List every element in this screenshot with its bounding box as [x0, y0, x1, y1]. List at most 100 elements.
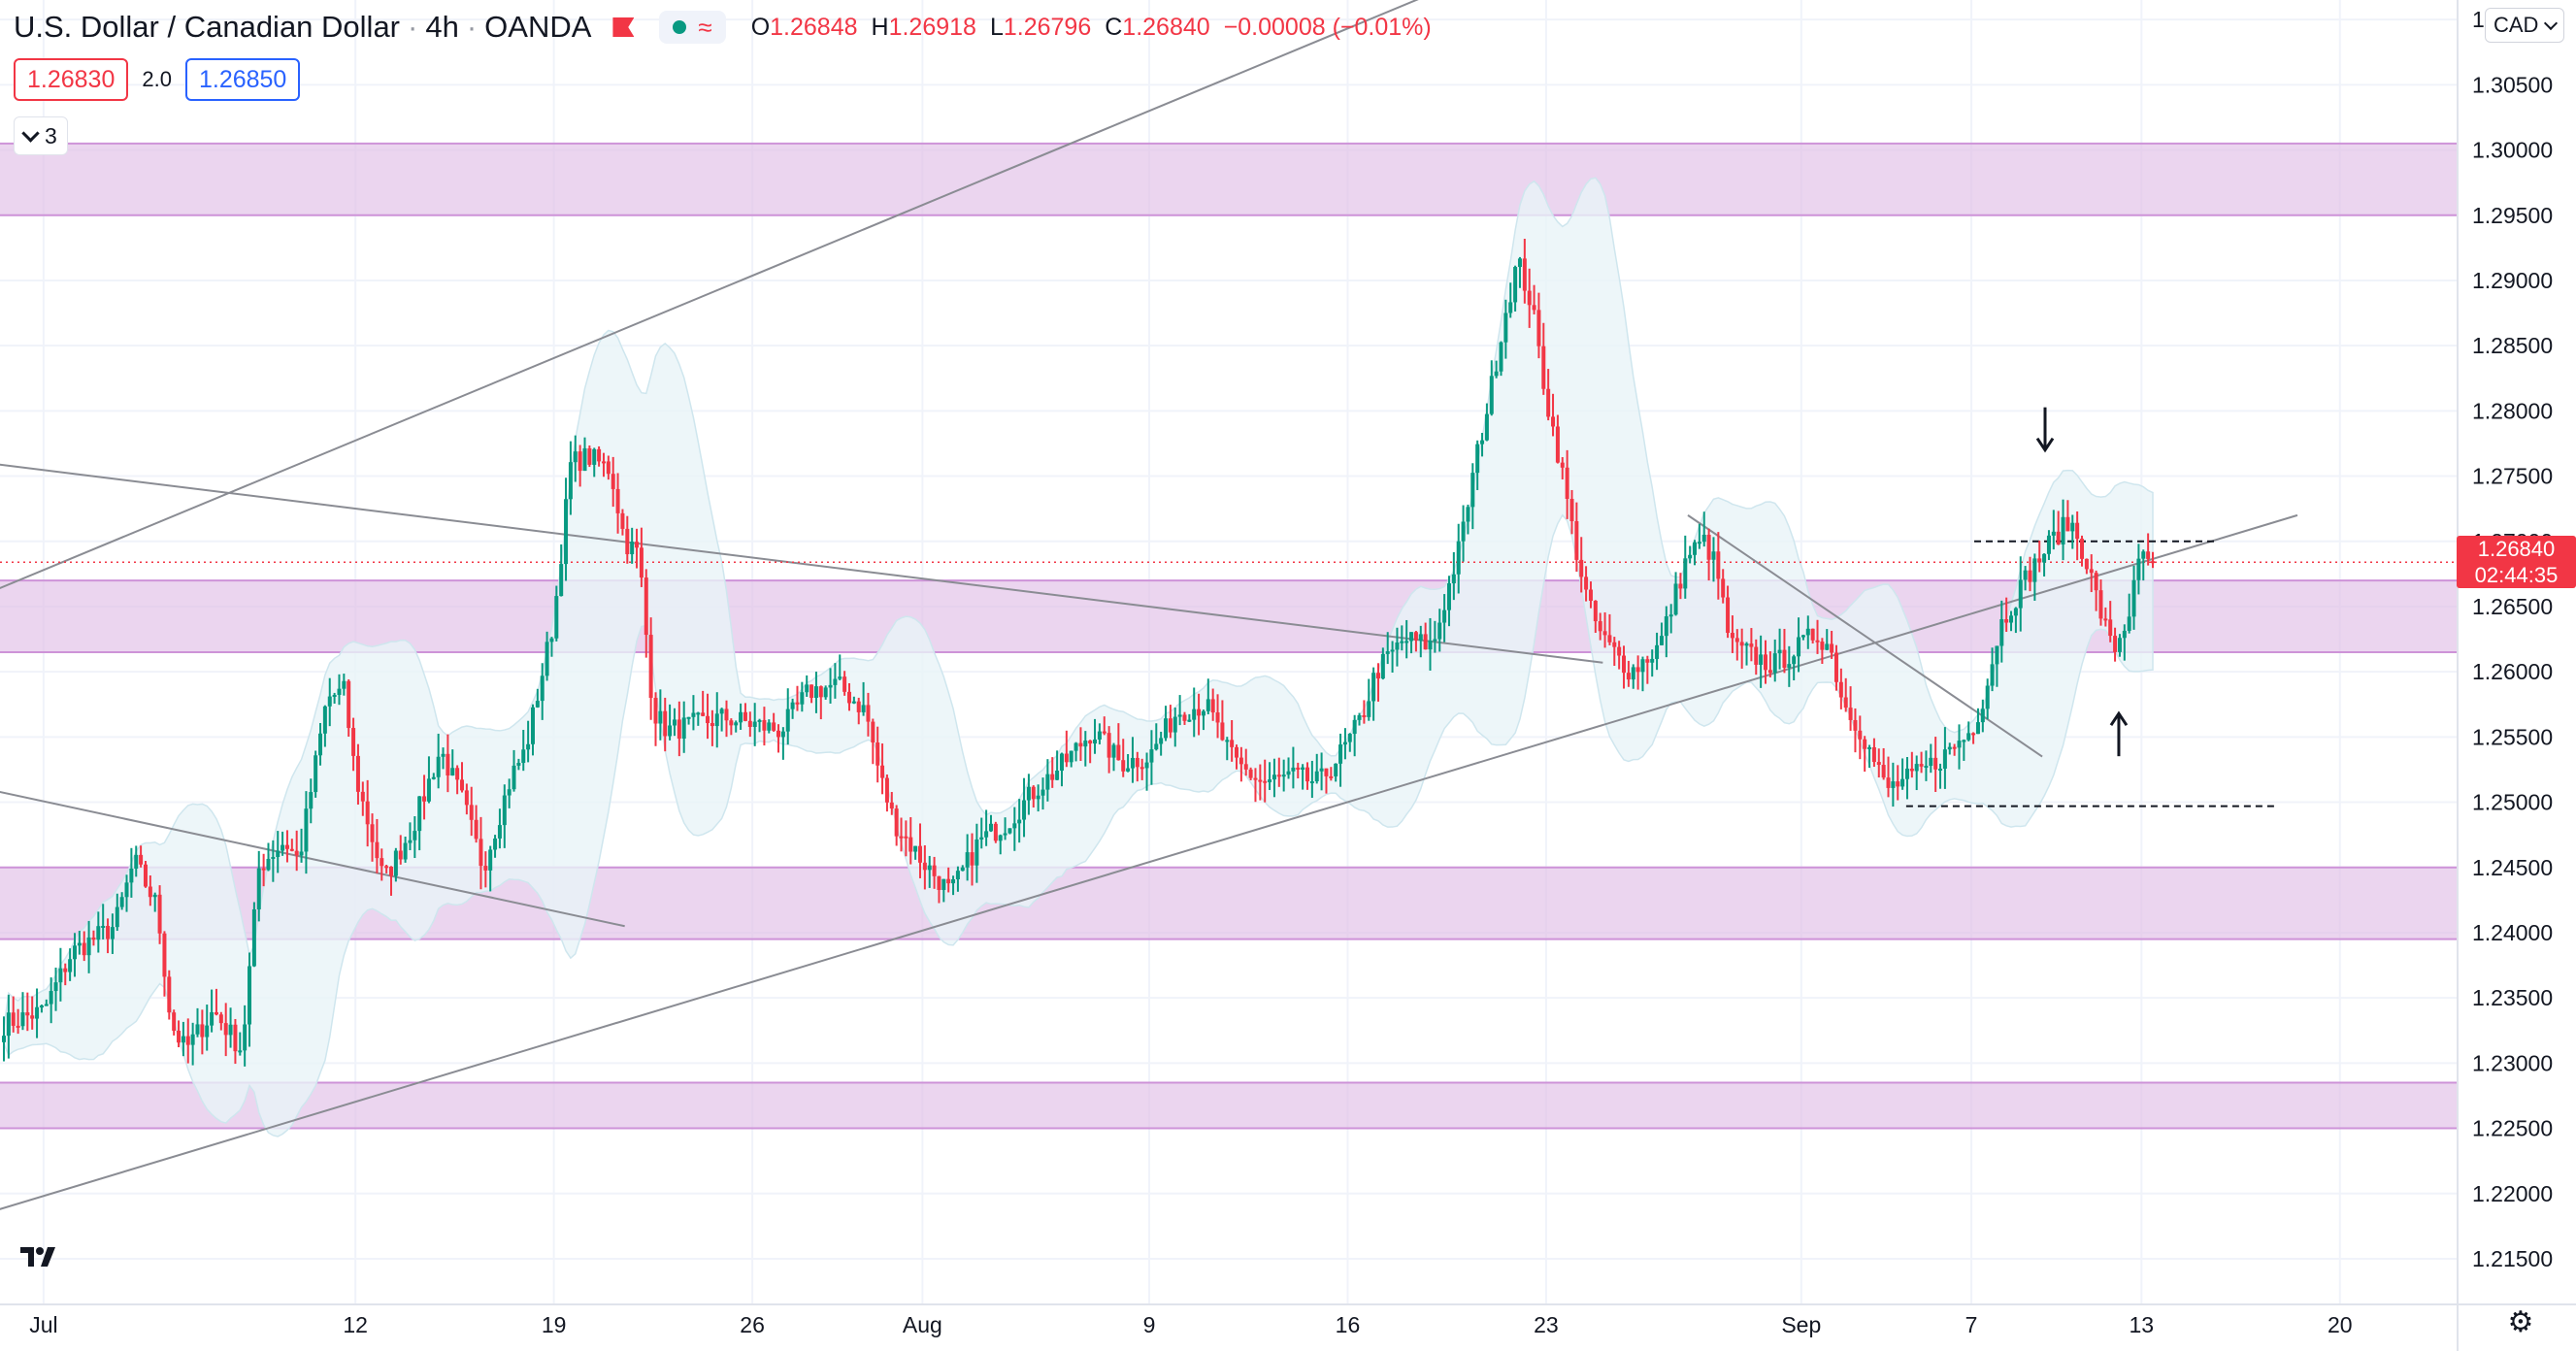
candle-body	[818, 686, 823, 698]
candle-body	[1215, 712, 1220, 723]
candle-body	[1536, 310, 1541, 346]
candle-body	[1144, 762, 1149, 769]
candle-body	[714, 713, 719, 727]
candle-body	[1418, 634, 1423, 641]
candle-body	[322, 706, 327, 734]
candle-body	[86, 937, 91, 956]
candle-body	[1546, 388, 1551, 417]
candle-body	[2122, 630, 2127, 639]
candle-body	[1555, 426, 1560, 463]
candle-body	[2075, 522, 2080, 540]
candle-body	[1197, 708, 1202, 716]
candle-body	[2051, 531, 2056, 536]
candle-body	[908, 837, 913, 852]
candle-body	[1380, 653, 1385, 679]
x-tick-label: 16	[1336, 1312, 1361, 1337]
candle-body	[2018, 579, 2023, 609]
candle-body	[1390, 649, 1395, 652]
candle-body	[1301, 767, 1305, 770]
candle-body	[1622, 655, 1627, 674]
candle-body	[2098, 590, 2103, 619]
x-tick-label: 13	[2130, 1312, 2155, 1337]
candle-body	[951, 879, 956, 884]
candle-body	[785, 708, 790, 732]
candle-body	[1139, 767, 1144, 770]
candle-body	[1484, 413, 1489, 441]
candle-body	[739, 711, 743, 723]
candle-body	[639, 547, 644, 578]
candle-body	[243, 1024, 248, 1051]
candle-body	[1276, 774, 1281, 777]
candle-body	[970, 852, 974, 866]
y-tick-label: 1.26500	[2472, 594, 2553, 619]
candle-body	[49, 991, 53, 1005]
candle-body	[469, 805, 474, 820]
candle-body	[261, 868, 266, 871]
candle-body	[1924, 766, 1929, 769]
buy-price-button[interactable]: 1.26850	[184, 58, 301, 101]
candle-body	[663, 710, 668, 737]
candle-body	[1612, 642, 1617, 647]
candle-body	[248, 966, 252, 1025]
candle-body	[1942, 749, 1947, 769]
candle-body	[1792, 656, 1797, 665]
candle-body	[342, 680, 347, 689]
candle-body	[813, 686, 818, 699]
candle-body	[620, 512, 625, 529]
candle-body	[559, 564, 564, 597]
y-tick-label: 1.27500	[2472, 464, 2553, 489]
candle-body	[177, 1031, 182, 1043]
candle-body	[979, 837, 984, 840]
candle-body	[1843, 697, 1848, 708]
gear-icon[interactable]: ⚙	[2507, 1306, 2534, 1338]
tradingview-logo-icon[interactable]	[14, 1236, 72, 1277]
wave-icon: ≈	[698, 13, 712, 42]
candle-body	[1574, 521, 1579, 560]
candle-body	[25, 1012, 30, 1016]
y-tick-label: 1.23000	[2472, 1050, 2553, 1075]
candle-body	[488, 849, 493, 871]
candle-body	[747, 720, 752, 727]
candle-body	[1375, 673, 1380, 679]
candle-body	[1825, 643, 1830, 650]
candle-body	[1569, 499, 1574, 522]
candle-body	[993, 823, 998, 841]
candle-body	[474, 819, 479, 840]
candle-body	[497, 825, 502, 839]
candle-body	[1900, 778, 1905, 787]
candle-body	[1319, 768, 1324, 772]
currency-selector[interactable]: CAD	[2485, 8, 2565, 43]
candle-body	[686, 716, 691, 719]
sell-price-button[interactable]: 1.26830	[14, 58, 129, 101]
candle-body	[729, 720, 734, 726]
candle-body	[1716, 551, 1721, 579]
candle-body	[512, 765, 516, 790]
candle-body	[1036, 795, 1040, 800]
indicator-pill[interactable]: ≈	[659, 11, 726, 44]
arrow-up-icon	[2109, 710, 2129, 727]
candle-body	[904, 836, 908, 839]
candle-body	[294, 850, 299, 856]
x-tick-label: 19	[542, 1312, 567, 1337]
candle-body	[256, 868, 261, 909]
candle-body	[148, 886, 152, 898]
candle-body	[1045, 774, 1050, 790]
flag-icon[interactable]	[612, 17, 635, 37]
candle-body	[1626, 673, 1631, 680]
symbol-title[interactable]: U.S. Dollar / Canadian Dollar	[14, 10, 401, 44]
candle-body	[1271, 774, 1276, 780]
candle-body	[1805, 628, 1810, 636]
candle-body	[615, 488, 620, 513]
candle-body	[696, 712, 701, 715]
candle-body	[2113, 636, 2118, 652]
candle-body	[597, 448, 602, 462]
candle-body	[143, 864, 148, 887]
candle-body	[446, 753, 450, 776]
candle-body	[181, 1036, 185, 1043]
indicators-collapse-button[interactable]: 3	[14, 116, 68, 155]
candle-body	[309, 792, 314, 809]
candle-body	[479, 839, 483, 867]
interval-label[interactable]: 4h	[425, 10, 459, 44]
